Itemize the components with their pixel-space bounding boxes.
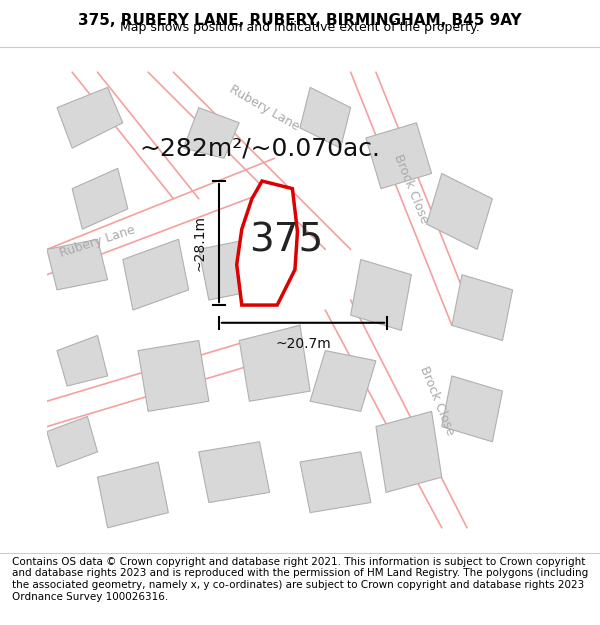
- Polygon shape: [239, 325, 310, 401]
- Polygon shape: [376, 411, 442, 492]
- Text: Brock Close: Brock Close: [417, 365, 457, 438]
- Polygon shape: [350, 259, 412, 331]
- Polygon shape: [47, 416, 97, 467]
- Text: 375, RUBERY LANE, RUBERY, BIRMINGHAM, B45 9AY: 375, RUBERY LANE, RUBERY, BIRMINGHAM, B4…: [78, 13, 522, 28]
- Polygon shape: [310, 351, 376, 411]
- Polygon shape: [97, 462, 169, 528]
- Polygon shape: [199, 442, 269, 503]
- Polygon shape: [138, 341, 209, 411]
- Text: Rubery Lane: Rubery Lane: [58, 224, 137, 260]
- Polygon shape: [47, 239, 107, 290]
- Text: Map shows position and indicative extent of the property.: Map shows position and indicative extent…: [120, 21, 480, 34]
- Text: ~20.7m: ~20.7m: [275, 337, 331, 351]
- Polygon shape: [184, 107, 239, 158]
- Polygon shape: [452, 275, 512, 341]
- Text: Brock Close: Brock Close: [392, 152, 431, 225]
- Text: 375: 375: [249, 221, 323, 259]
- Text: ~28.1m: ~28.1m: [193, 215, 206, 271]
- Text: ~282m²/~0.070ac.: ~282m²/~0.070ac.: [139, 136, 380, 160]
- Text: Contains OS data © Crown copyright and database right 2021. This information is : Contains OS data © Crown copyright and d…: [12, 557, 588, 601]
- Polygon shape: [199, 239, 260, 300]
- Polygon shape: [427, 173, 493, 249]
- Polygon shape: [57, 336, 107, 386]
- Polygon shape: [366, 122, 431, 189]
- Polygon shape: [57, 88, 123, 148]
- Polygon shape: [72, 168, 128, 229]
- Polygon shape: [300, 452, 371, 512]
- Polygon shape: [442, 376, 503, 442]
- Text: Rubery Lane: Rubery Lane: [227, 82, 302, 133]
- Polygon shape: [123, 239, 188, 310]
- Polygon shape: [300, 88, 350, 148]
- Polygon shape: [237, 181, 298, 305]
